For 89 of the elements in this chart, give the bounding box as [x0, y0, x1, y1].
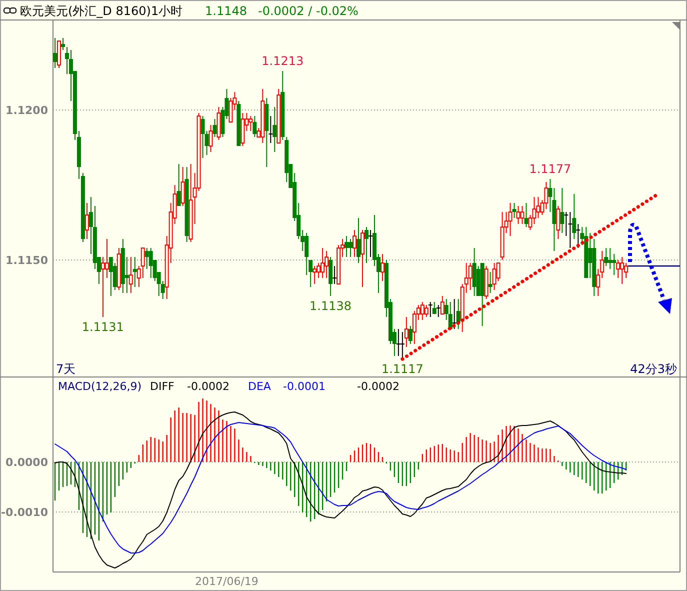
candlestick: [524, 202, 528, 228]
candlestick: [332, 266, 338, 284]
candlestick: [556, 206, 560, 240]
candlestick: [420, 302, 424, 320]
annotation: -0.0002: [187, 380, 230, 393]
candlestick: [492, 262, 496, 290]
candlestick: [212, 118, 217, 138]
candlestick: [488, 272, 492, 294]
annotation: 1.1131: [82, 320, 124, 334]
candlestick: [148, 248, 153, 278]
candlestick: [56, 40, 61, 68]
candlestick: [324, 250, 329, 278]
candlestick: [604, 248, 608, 266]
candlestick: [568, 212, 573, 248]
candlestick: [436, 304, 441, 318]
text: DIFF: [150, 380, 174, 393]
candlestick: [60, 38, 65, 50]
candlestick: [572, 194, 576, 240]
candlestick: [424, 304, 428, 318]
candlestick: [180, 166, 185, 206]
candlestick: [380, 254, 384, 282]
text: DEA: [248, 380, 272, 393]
candlestick: [268, 116, 274, 144]
candlestick: [216, 106, 221, 140]
candlestick: [468, 262, 472, 290]
annotation: 7天: [56, 362, 76, 376]
annotation: -0.0002: [357, 380, 400, 393]
candlestick: [512, 202, 516, 218]
candlestick: [428, 302, 433, 318]
y-tick-label: 1.1200: [6, 104, 48, 117]
annotation: 1.1117: [381, 362, 424, 376]
candlestick: [240, 112, 245, 146]
candlestick: [452, 298, 457, 330]
candlestick: [52, 38, 57, 68]
candlestick: [400, 332, 405, 360]
line-series: [54, 412, 627, 568]
candlestick: [356, 218, 361, 264]
candlestick: [520, 206, 524, 224]
candlestick: [620, 256, 624, 284]
annotation: 1.1177: [529, 162, 572, 176]
y-tick-label: -0.0010: [0, 506, 48, 519]
candlestick: [128, 256, 133, 294]
candlestick: [508, 202, 512, 236]
chart-title: 欧元美元(外汇_D 8160)1小时: [20, 4, 183, 18]
candlestick: [208, 124, 213, 152]
candlestick: [608, 248, 612, 270]
candlestick: [368, 230, 373, 258]
annotation: 1.1213: [262, 54, 304, 68]
candlestick: [612, 254, 616, 276]
candlestick: [100, 256, 105, 318]
candlestick: [84, 202, 89, 240]
candlestick: [352, 230, 357, 258]
candlestick: [360, 230, 365, 288]
candlestick: [252, 116, 257, 138]
candlestick: [144, 248, 149, 270]
candlestick: [616, 260, 620, 278]
candlestick: [344, 236, 349, 258]
candlestick: [104, 238, 109, 278]
candlestick: [408, 326, 412, 344]
candlestick: [132, 256, 137, 288]
candlestick: [304, 232, 309, 276]
candlestick: [348, 238, 353, 258]
chart-subtitle: 1.1148: [205, 4, 247, 18]
candlestick: [396, 328, 401, 356]
candlestick: [364, 226, 368, 264]
candlestick: [320, 248, 325, 278]
candlestick: [328, 256, 333, 296]
candlestick: [440, 296, 444, 314]
candlestick: [456, 298, 460, 330]
candlestick: [108, 256, 113, 296]
candlestick: [176, 164, 181, 206]
annotation: -0.0001: [283, 380, 326, 393]
candlestick: [200, 116, 205, 158]
candlestick: [560, 188, 564, 234]
line-series: [54, 422, 627, 554]
text: -0.0002 / -0.02%: [258, 4, 358, 18]
candlestick: [576, 224, 581, 248]
annotation: 42分3秒: [630, 362, 677, 376]
annotation: 1.1138: [310, 299, 352, 313]
candlestick: [472, 248, 476, 296]
x-tick-label: 2017/06/19: [195, 575, 258, 588]
candlestick: [516, 206, 520, 224]
y-tick-label: 1.1150: [6, 254, 48, 267]
candlestick: [312, 266, 317, 284]
candlestick: [404, 316, 408, 348]
candlestick: [248, 116, 253, 132]
y-tick-label: 0.0000: [6, 456, 48, 469]
chart-title: MACD(12,26,9): [58, 380, 142, 393]
candlestick: [272, 106, 277, 152]
